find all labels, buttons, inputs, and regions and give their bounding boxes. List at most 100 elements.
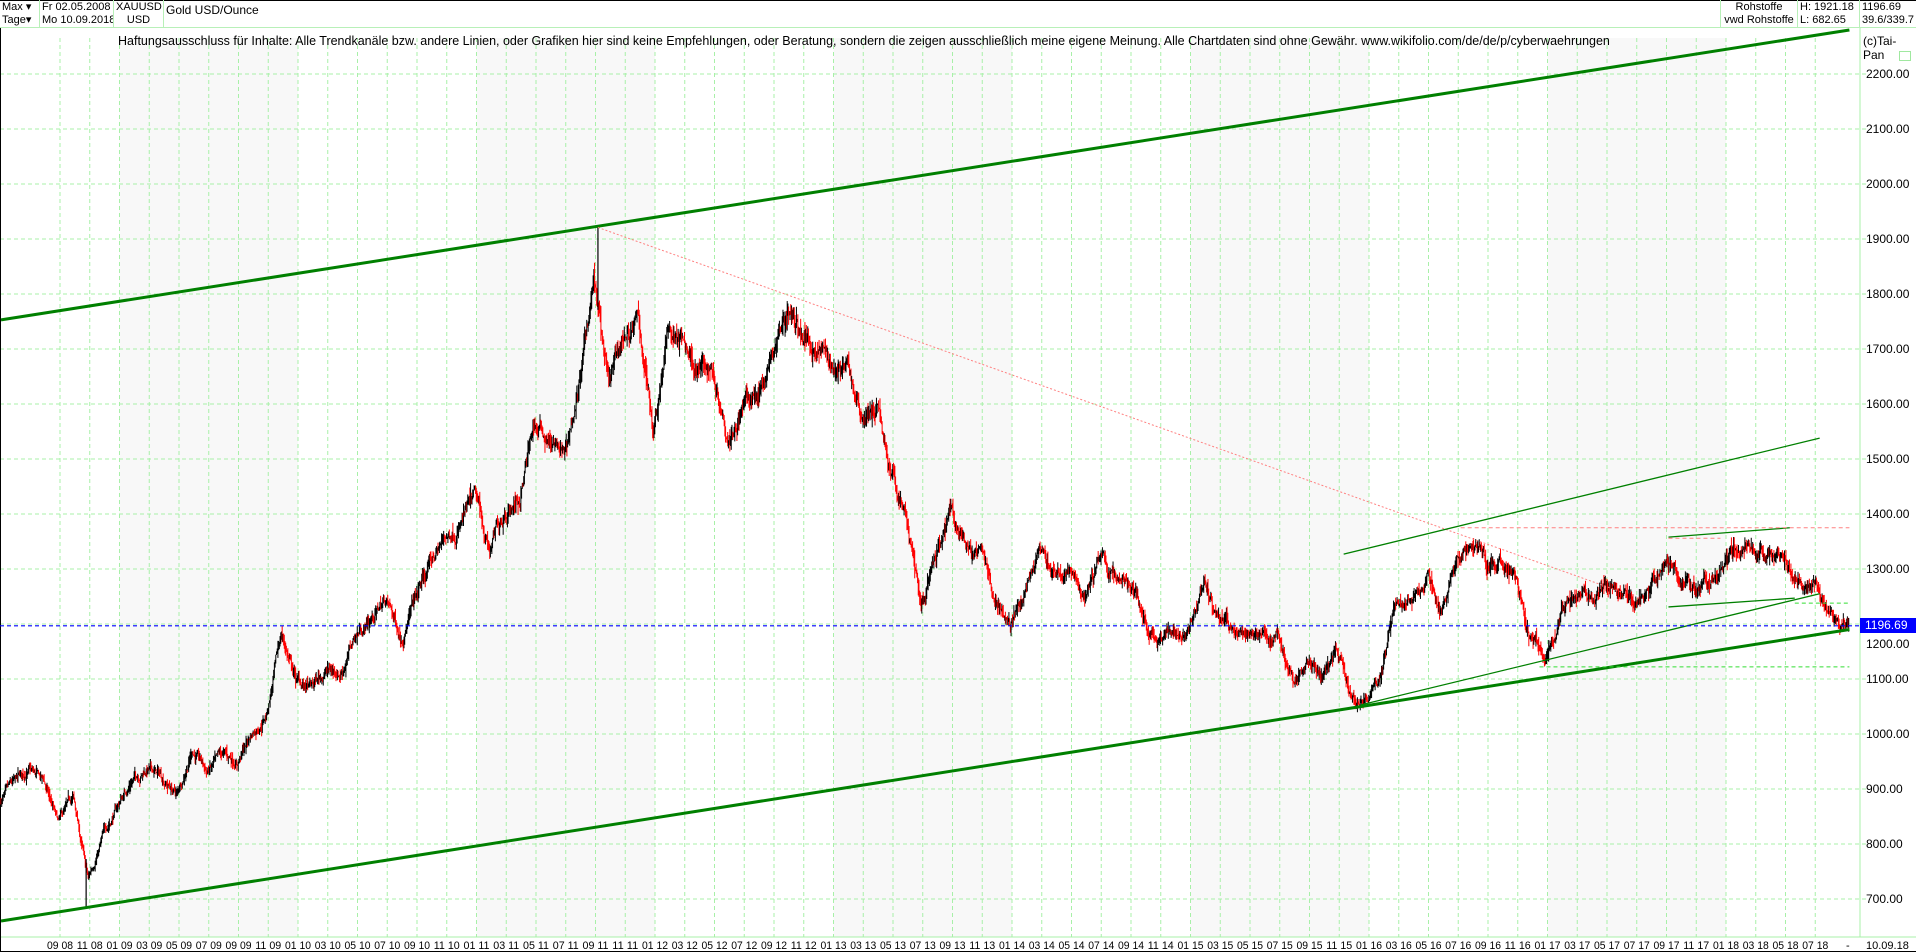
low-value: L: 682.65	[1800, 14, 1846, 26]
y-tick-label: 800.00	[1866, 837, 1903, 851]
x-tick-label: 03 13	[850, 940, 876, 952]
x-tick-label: 01 15	[1178, 940, 1204, 952]
high-value: H: 1921.18	[1800, 1, 1854, 13]
x-tick-label: 01 11	[464, 940, 490, 952]
disclaimer: Haftungsausschluss für Inhalte: Alle Tre…	[118, 34, 1610, 48]
x-tick-label: 05 14	[1059, 940, 1085, 952]
trendline-range-top	[1668, 527, 1790, 538]
x-end-label: 10.09.18	[1866, 940, 1909, 952]
x-tick-label: 11 08	[77, 940, 103, 952]
y-tick-label: 1700.00	[1866, 342, 1910, 356]
x-tick-label: 07 14	[1088, 940, 1114, 952]
x-tick-label: 09 12	[761, 940, 787, 952]
x-tick-label: 05 16	[1416, 940, 1442, 952]
x-tick-label: 05 15	[1237, 940, 1263, 952]
interval-select[interactable]: Tage▾	[2, 14, 32, 26]
range-interval-cell: Max ▾ Tage▾	[0, 0, 40, 28]
x-tick-label: 09 16	[1475, 940, 1501, 952]
x-tick-label: 11 14	[1148, 940, 1174, 952]
x-tick-label: 07 16	[1445, 940, 1471, 952]
date-to[interactable]: Mo 10.09.2018	[42, 14, 114, 26]
y-tick-label: 1300.00	[1866, 562, 1910, 576]
instrument-name: Gold USD/Ounce	[166, 3, 259, 17]
x-tick-label: 05 11	[523, 940, 549, 952]
trendline-channel-upper	[1343, 437, 1820, 555]
x-tick-label: 11 16	[1505, 940, 1531, 952]
x-tick-label: 07 17	[1624, 940, 1650, 952]
x-tick-label: 01 12	[642, 940, 668, 952]
x-tick-label: 05 09	[166, 940, 192, 952]
y-tick-label: 900.00	[1866, 782, 1903, 796]
y-tick-label: 1000.00	[1866, 727, 1910, 741]
x-tick-label: 03 12	[672, 940, 698, 952]
x-tick-label: 01 09	[107, 940, 133, 952]
x-end-dash: -	[1846, 940, 1850, 952]
copyright: (c)Tai-Pan	[1863, 34, 1897, 62]
x-tick-label: 09 15	[1297, 940, 1323, 952]
x-tick-label: 09 10	[404, 940, 430, 952]
x-tick-label: 11 12	[791, 940, 817, 952]
chevron-down-icon: ▾	[25, 14, 32, 26]
y-tick-label: 1400.00	[1866, 507, 1910, 521]
y-tick-label: 700.00	[1866, 892, 1903, 906]
y-tick-label: 2200.00	[1866, 67, 1910, 81]
x-tick-label: 05 17	[1594, 940, 1620, 952]
x-tick-label: 03 18	[1743, 940, 1769, 952]
x-tick-label: 09 13	[940, 940, 966, 952]
date-range-cell: Fr 02.05.2008 Mo 10.09.2018	[40, 0, 114, 28]
x-tick-label: 05 12	[702, 940, 728, 952]
y-tick-label: 1800.00	[1866, 287, 1910, 301]
collapse-button[interactable]	[1899, 51, 1911, 61]
trendline-channel-lower	[0, 628, 1850, 923]
y-tick-label: 1200.00	[1866, 637, 1910, 651]
x-tick-label: 01 14	[999, 940, 1025, 952]
x-tick-label: 05 10	[345, 940, 371, 952]
chevron-down-icon: ▾	[25, 1, 32, 13]
source-cell: Rohstoffe vwd Rohstoffe	[1721, 0, 1798, 28]
x-tick-label: 07 15	[1267, 940, 1293, 952]
x-tick-label: 03 10	[315, 940, 341, 952]
trendline-channel-upper	[0, 28, 1850, 322]
x-tick-label: 03 11	[493, 940, 519, 952]
trendline-channel-lower	[1360, 593, 1820, 706]
extra-value: 39.6/339.7	[1862, 14, 1914, 26]
instrument-name-cell: Gold USD/Ounce	[164, 0, 1721, 28]
currency: USD	[126, 14, 151, 26]
x-tick-label: 01 16	[1356, 940, 1382, 952]
date-from[interactable]: Fr 02.05.2008	[42, 1, 111, 13]
x-tick-label: 05 18	[1773, 940, 1799, 952]
x-tick-label: 03 09	[136, 940, 162, 952]
x-tick-label: 11 17	[1683, 940, 1709, 952]
x-tick-label: 07 11	[553, 940, 579, 952]
x-tick-label: 07 12	[731, 940, 757, 952]
top-border	[0, 0, 1916, 1]
x-tick-label: 03 17	[1564, 940, 1590, 952]
x-tick-label: 03 16	[1386, 940, 1412, 952]
x-tick-label: 03 14	[1029, 940, 1055, 952]
x-tick-label: 09 17	[1654, 940, 1680, 952]
x-tick-label: 11 09	[255, 940, 281, 952]
x-tick-label: 03 15	[1207, 940, 1233, 952]
last-price-label: 1196.69	[1860, 618, 1916, 633]
x-tick-label: 07 18	[1802, 940, 1828, 952]
y-tick-label: 1500.00	[1866, 452, 1910, 466]
x-tick-label: 11 13	[969, 940, 995, 952]
range-select[interactable]: Max ▾	[2, 1, 32, 13]
x-tick-label: 09 08	[47, 940, 73, 952]
y-tick-label: 1900.00	[1866, 232, 1910, 246]
source: vwd Rohstoffe	[1724, 14, 1794, 26]
y-tick-label: 2000.00	[1866, 177, 1910, 191]
symbol: XAUUSD	[116, 1, 162, 13]
x-tick-label: 07 10	[374, 940, 400, 952]
trendline-resistance	[597, 226, 1623, 593]
x-tick-label: 01 17	[1535, 940, 1561, 952]
group: Rohstoffe	[1735, 1, 1783, 13]
trendline-range-bottom	[1668, 597, 1795, 608]
x-tick-label: 11 15	[1326, 940, 1352, 952]
x-tick-label: 11 10	[434, 940, 460, 952]
x-tick-label: 09 09	[226, 940, 252, 952]
x-tick-label: 07 09	[196, 940, 222, 952]
x-tick-label: 01 13	[821, 940, 847, 952]
x-tick-label: 01 18	[1713, 940, 1739, 952]
